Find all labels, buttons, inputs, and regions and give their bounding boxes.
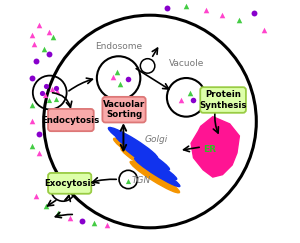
Point [46, 30, 51, 34]
Point [115, 70, 120, 74]
Ellipse shape [116, 136, 170, 170]
Point [126, 179, 131, 183]
Point [29, 76, 34, 80]
Text: Golgi: Golgi [144, 135, 168, 144]
Point [29, 103, 34, 106]
Point [37, 151, 41, 155]
Point [53, 86, 58, 90]
Point [261, 28, 266, 32]
Point [50, 87, 55, 91]
FancyBboxPatch shape [200, 87, 246, 113]
Point [44, 85, 49, 88]
Point [32, 42, 36, 46]
Point [110, 75, 115, 79]
FancyBboxPatch shape [48, 173, 91, 194]
Text: Vacuole: Vacuole [169, 59, 204, 68]
Text: Endosome: Endosome [95, 42, 142, 51]
Point [37, 23, 41, 27]
Point [53, 97, 58, 101]
Point [40, 91, 45, 95]
Point [56, 211, 61, 215]
Point [188, 91, 192, 95]
Text: Endocytosis: Endocytosis [42, 116, 100, 125]
Point [37, 132, 41, 136]
FancyBboxPatch shape [48, 109, 94, 131]
Point [68, 216, 73, 220]
Point [44, 204, 49, 208]
Point [55, 89, 59, 93]
Ellipse shape [123, 146, 177, 180]
Point [104, 224, 109, 227]
Text: Protein
Synthesis: Protein Synthesis [199, 90, 247, 110]
Ellipse shape [114, 138, 167, 173]
Point [251, 11, 256, 15]
FancyBboxPatch shape [102, 97, 146, 122]
Ellipse shape [135, 158, 180, 187]
Point [29, 33, 34, 36]
Point [117, 82, 122, 86]
Point [80, 219, 85, 223]
Point [51, 35, 56, 39]
Point [237, 18, 242, 22]
Text: Vacuolar
Sorting: Vacuolar Sorting [103, 100, 145, 119]
Point [46, 52, 51, 56]
Point [34, 194, 39, 198]
Point [41, 47, 46, 51]
Text: TGN: TGN [132, 176, 151, 185]
Point [29, 120, 34, 123]
Text: ER: ER [203, 145, 216, 154]
Point [29, 144, 34, 148]
Point [184, 4, 189, 8]
Point [46, 98, 51, 102]
Point [179, 98, 184, 102]
Point [164, 6, 169, 10]
Point [191, 98, 196, 102]
Ellipse shape [130, 161, 179, 193]
Point [34, 59, 39, 63]
Point [126, 77, 131, 81]
Point [43, 93, 47, 97]
Ellipse shape [121, 148, 174, 182]
Ellipse shape [108, 127, 158, 159]
Point [220, 13, 225, 17]
Point [92, 221, 97, 225]
Point [203, 9, 208, 12]
Polygon shape [191, 117, 239, 177]
Text: Exocytosis: Exocytosis [44, 179, 95, 188]
